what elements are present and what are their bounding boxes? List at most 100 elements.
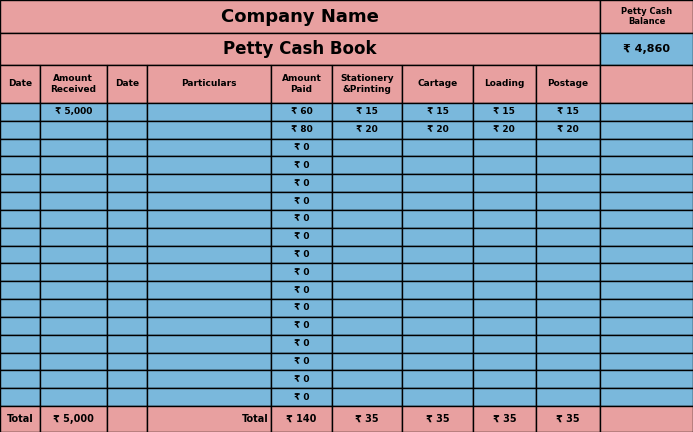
Bar (107, 388, 147, 406)
Bar (332, 353, 403, 370)
Bar (403, 406, 473, 432)
Bar (332, 264, 403, 281)
Bar (107, 245, 147, 264)
Bar (332, 388, 403, 406)
Bar (332, 245, 403, 264)
Bar (536, 210, 600, 228)
Text: ₹ 0: ₹ 0 (294, 232, 309, 241)
Text: Particulars: Particulars (182, 79, 237, 89)
Text: ₹ 15: ₹ 15 (493, 108, 516, 116)
Bar (600, 103, 693, 121)
Bar (403, 156, 473, 174)
Bar (40, 335, 107, 353)
Bar (0, 0, 600, 33)
Bar (272, 121, 332, 139)
Bar (107, 192, 147, 210)
Bar (40, 103, 107, 121)
Bar (0, 353, 40, 370)
Text: Total: Total (242, 414, 268, 424)
Bar (107, 139, 147, 156)
Bar (403, 192, 473, 210)
Bar (600, 210, 693, 228)
Bar (332, 192, 403, 210)
Bar (147, 335, 272, 353)
Bar (107, 156, 147, 174)
Bar (40, 174, 107, 192)
Bar (272, 299, 332, 317)
Bar (600, 0, 693, 33)
Bar (473, 174, 536, 192)
Text: ₹ 0: ₹ 0 (294, 250, 309, 259)
Bar (403, 370, 473, 388)
Bar (40, 317, 107, 335)
Bar (473, 281, 536, 299)
Bar (600, 65, 693, 103)
Text: Date: Date (8, 79, 32, 89)
Bar (272, 335, 332, 353)
Bar (536, 335, 600, 353)
Bar (0, 317, 40, 335)
Bar (473, 335, 536, 353)
Bar (600, 33, 693, 65)
Bar (40, 353, 107, 370)
Bar (473, 210, 536, 228)
Bar (0, 245, 40, 264)
Bar (107, 317, 147, 335)
Bar (600, 335, 693, 353)
Bar (40, 406, 107, 432)
Bar (147, 370, 272, 388)
Bar (147, 228, 272, 245)
Bar (332, 65, 403, 103)
Bar (147, 406, 272, 432)
Text: ₹ 35: ₹ 35 (356, 414, 379, 424)
Text: Stationery
&Printing: Stationery &Printing (340, 74, 394, 94)
Text: Petty Cash Book: Petty Cash Book (223, 40, 377, 58)
Bar (332, 156, 403, 174)
Text: ₹ 20: ₹ 20 (356, 125, 378, 134)
Bar (473, 388, 536, 406)
Text: ₹ 0: ₹ 0 (294, 161, 309, 170)
Bar (272, 174, 332, 192)
Text: Petty Cash
Balance: Petty Cash Balance (621, 7, 672, 26)
Bar (403, 174, 473, 192)
Bar (536, 174, 600, 192)
Text: Cartage: Cartage (418, 79, 458, 89)
Bar (272, 103, 332, 121)
Bar (0, 139, 40, 156)
Bar (600, 317, 693, 335)
Bar (107, 335, 147, 353)
Bar (473, 406, 536, 432)
Bar (536, 264, 600, 281)
Bar (403, 228, 473, 245)
Bar (403, 139, 473, 156)
Text: ₹ 15: ₹ 15 (557, 108, 579, 116)
Bar (272, 192, 332, 210)
Text: ₹ 0: ₹ 0 (294, 286, 309, 295)
Bar (272, 406, 332, 432)
Bar (272, 139, 332, 156)
Bar (600, 228, 693, 245)
Bar (403, 335, 473, 353)
Bar (0, 33, 600, 65)
Bar (272, 264, 332, 281)
Bar (600, 388, 693, 406)
Bar (40, 299, 107, 317)
Bar (40, 121, 107, 139)
Bar (536, 353, 600, 370)
Bar (40, 370, 107, 388)
Bar (147, 264, 272, 281)
Bar (403, 299, 473, 317)
Bar (600, 245, 693, 264)
Bar (473, 65, 536, 103)
Text: ₹ 140: ₹ 140 (286, 414, 317, 424)
Bar (403, 388, 473, 406)
Bar (107, 174, 147, 192)
Bar (40, 245, 107, 264)
Bar (332, 370, 403, 388)
Bar (536, 65, 600, 103)
Bar (0, 210, 40, 228)
Bar (0, 281, 40, 299)
Bar (0, 388, 40, 406)
Bar (0, 121, 40, 139)
Bar (536, 121, 600, 139)
